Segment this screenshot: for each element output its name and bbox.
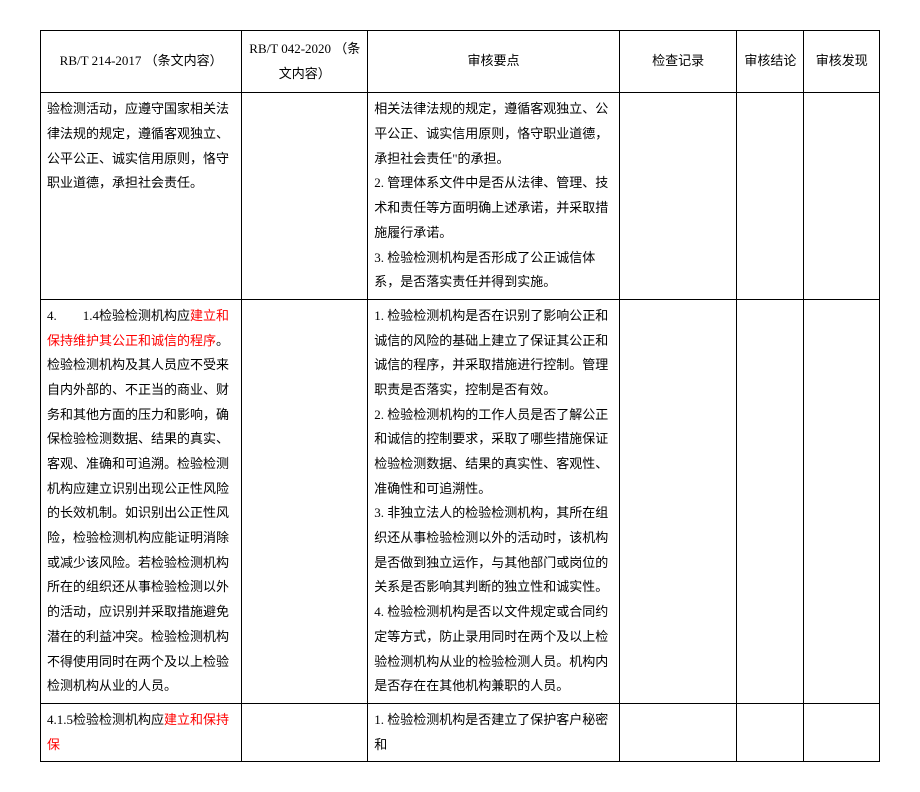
header-row: RB/T 214-2017 （条文内容） RB/T 042-2020 （条文内容…	[41, 31, 880, 93]
header-col1: RB/T 214-2017 （条文内容）	[41, 31, 242, 93]
cell-audit-finding	[804, 93, 880, 300]
table-row: 4.1.5检验检测机构应建立和保持保 1. 检验检测机构是否建立了保护客户秘密和	[41, 703, 880, 761]
cell-clause-2017: 4.1.5检验检测机构应建立和保持保	[41, 703, 242, 761]
cell-clause-2017: 4. 1.4检验检测机构应建立和保持维护其公正和诚信的程序。检验检测机构及其人员…	[41, 299, 242, 703]
cell-check-record	[619, 299, 736, 703]
audit-point-line: 2. 管理体系文件中是否从法律、管理、技术和责任等方面明确上述承诺，并采取措施履…	[374, 171, 613, 245]
table-row: 4. 1.4检验检测机构应建立和保持维护其公正和诚信的程序。检验检测机构及其人员…	[41, 299, 880, 703]
table-row: 验检测活动，应遵守国家相关法律法规的规定，遵循客观独立、公平公正、诚实信用原则，…	[41, 93, 880, 300]
cell-clause-2020	[242, 299, 368, 703]
audit-point-line: 1. 检验检测机构是否在识别了影响公正和诚信的风险的基础上建立了保证其公正和诚信…	[374, 304, 613, 403]
header-col6: 审核发现	[804, 31, 880, 93]
cell-audit-conclusion	[737, 93, 804, 300]
cell-audit-conclusion	[737, 299, 804, 703]
cell-audit-points: 1. 检验检测机构是否在识别了影响公正和诚信的风险的基础上建立了保证其公正和诚信…	[368, 299, 620, 703]
cell-clause-2020	[242, 93, 368, 300]
header-col5: 审核结论	[737, 31, 804, 93]
audit-point-line: 2. 检验检测机构的工作人员是否了解公正和诚信的控制要求，采取了哪些措施保证检验…	[374, 403, 613, 502]
clause-text: 4.1.5检验检测机构应	[47, 712, 164, 727]
cell-audit-points: 相关法律法规的规定，遵循客观独立、公平公正、诚实信用原则，恪守职业道德，承担社会…	[368, 93, 620, 300]
cell-audit-finding	[804, 299, 880, 703]
audit-table: RB/T 214-2017 （条文内容） RB/T 042-2020 （条文内容…	[40, 30, 880, 762]
cell-audit-conclusion	[737, 703, 804, 761]
cell-clause-2020	[242, 703, 368, 761]
header-col2: RB/T 042-2020 （条文内容）	[242, 31, 368, 93]
cell-audit-points: 1. 检验检测机构是否建立了保护客户秘密和	[368, 703, 620, 761]
audit-point-line: 1. 检验检测机构是否建立了保护客户秘密和	[374, 708, 613, 757]
header-col4: 检查记录	[619, 31, 736, 93]
audit-point-line: 相关法律法规的规定，遵循客观独立、公平公正、诚实信用原则，恪守职业道德，承担社会…	[374, 97, 613, 171]
audit-point-line: 3. 检验检测机构是否形成了公正诚信体系，是否落实责任并得到实施。	[374, 246, 613, 295]
cell-check-record	[619, 703, 736, 761]
audit-point-line: 3. 非独立法人的检验检测机构，其所在组织还从事检验检测以外的活动时，该机构是否…	[374, 501, 613, 600]
header-col3: 审核要点	[368, 31, 620, 93]
cell-check-record	[619, 93, 736, 300]
audit-point-line: 4. 检验检测机构是否以文件规定或合同约定等方式，防止录用同时在两个及以上检验检…	[374, 600, 613, 699]
clause-text: 。检验检测机构及其人员应不受来自内外部的、不正当的商业、财务和其他方面的压力和影…	[47, 333, 229, 694]
clause-text: 验检测活动，应遵守国家相关法律法规的规定，遵循客观独立、公平公正、诚实信用原则，…	[47, 101, 229, 190]
cell-clause-2017: 验检测活动，应遵守国家相关法律法规的规定，遵循客观独立、公平公正、诚实信用原则，…	[41, 93, 242, 300]
clause-text: 4. 1.4检验检测机构应	[47, 308, 190, 323]
cell-audit-finding	[804, 703, 880, 761]
